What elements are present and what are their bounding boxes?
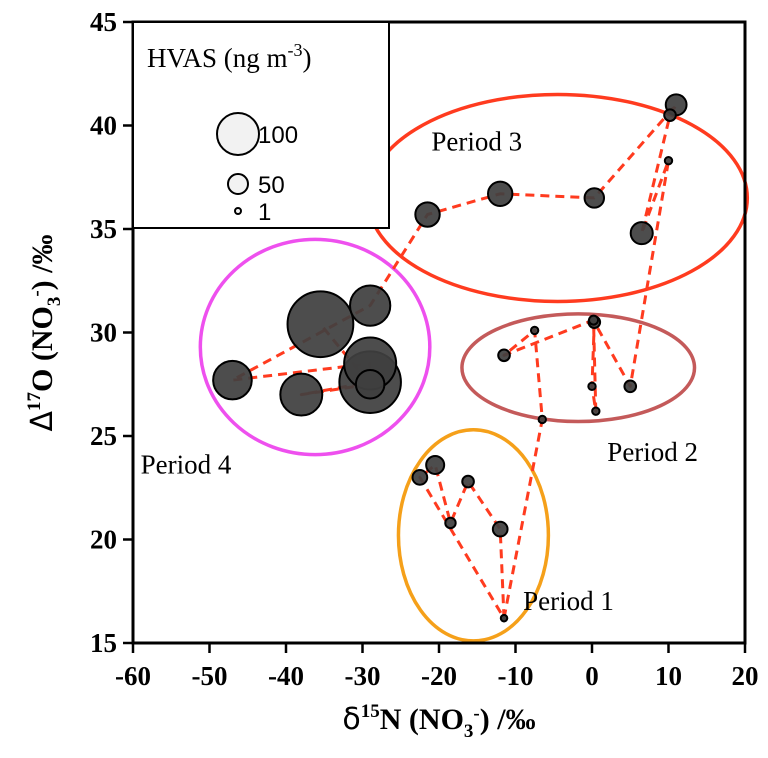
x-tick-label: -30 bbox=[345, 661, 381, 691]
data-markers bbox=[212, 93, 688, 623]
period-label: Period 3 bbox=[431, 126, 522, 156]
data-point bbox=[587, 381, 597, 391]
x-tick-label: -60 bbox=[115, 661, 151, 691]
x-tick-label: -40 bbox=[268, 661, 304, 691]
data-point bbox=[279, 372, 324, 417]
legend-label: 50 bbox=[258, 172, 285, 199]
legend-marker bbox=[216, 112, 260, 156]
y-tick-label: 35 bbox=[90, 214, 117, 244]
x-tick-label: -50 bbox=[192, 661, 228, 691]
legend-marker bbox=[234, 207, 242, 215]
y-tick-label: 20 bbox=[90, 525, 117, 555]
period-labels: Period 1 Period 2 Period 3 Period 4 bbox=[141, 126, 698, 616]
y-axis-title: Δ17O (NO3-) /‰ bbox=[24, 234, 65, 431]
data-point bbox=[663, 108, 677, 122]
size-legend: HVAS (ng m-3) 100 501 bbox=[132, 21, 390, 229]
x-tick-label: 10 bbox=[655, 661, 682, 691]
data-point bbox=[487, 180, 514, 208]
y-tick-label: 45 bbox=[90, 7, 117, 37]
y-tick-label: 40 bbox=[90, 111, 117, 141]
data-point bbox=[425, 454, 446, 475]
y-tick-label: 25 bbox=[90, 421, 117, 451]
data-point bbox=[349, 284, 392, 327]
data-point bbox=[588, 314, 600, 326]
period-ellipse-period-2 bbox=[460, 312, 697, 424]
y-tick-label: 30 bbox=[90, 318, 117, 348]
y-axis-ticks: 15 20 25 30 35 40 45 bbox=[90, 7, 133, 658]
period-ellipse-period-1 bbox=[396, 428, 551, 643]
data-point bbox=[411, 469, 429, 486]
x-axis-ticks: -60 -50 -40 -30 -20 -10 0 10 20 bbox=[115, 643, 759, 691]
y-tick-label: 15 bbox=[90, 628, 117, 658]
period-label: Period 4 bbox=[141, 449, 232, 479]
data-point bbox=[529, 325, 540, 336]
data-point bbox=[212, 359, 253, 401]
x-tick-label: 20 bbox=[732, 661, 759, 691]
period-ellipse-period-4 bbox=[198, 237, 432, 457]
data-point bbox=[663, 156, 674, 166]
data-point bbox=[497, 348, 511, 363]
data-point bbox=[491, 520, 509, 538]
x-tick-label: 0 bbox=[585, 661, 599, 691]
legend-label: 1 bbox=[258, 199, 271, 226]
x-tick-label: -10 bbox=[498, 661, 534, 691]
legend-box bbox=[132, 21, 390, 229]
period-ellipse-period-3 bbox=[366, 92, 750, 304]
data-point bbox=[286, 290, 355, 359]
period-label: Period 1 bbox=[523, 586, 614, 616]
data-point bbox=[444, 516, 457, 530]
data-point bbox=[537, 414, 547, 425]
data-point bbox=[591, 406, 601, 416]
legend-label: 100 bbox=[258, 122, 298, 149]
data-point bbox=[461, 474, 475, 489]
legend-marker bbox=[227, 173, 249, 195]
period-label: Period 2 bbox=[607, 437, 698, 467]
data-point bbox=[623, 379, 638, 394]
period-ellipses bbox=[198, 92, 750, 643]
x-tick-label: -20 bbox=[421, 661, 457, 691]
data-point bbox=[583, 187, 606, 209]
x-axis-title: δ15N (NO3-) /‰ bbox=[342, 701, 535, 742]
data-point bbox=[629, 221, 654, 246]
data-point bbox=[414, 201, 441, 228]
data-point bbox=[499, 613, 509, 623]
legend-title: HVAS (ng m-3) bbox=[147, 40, 312, 73]
data-point bbox=[354, 369, 386, 400]
